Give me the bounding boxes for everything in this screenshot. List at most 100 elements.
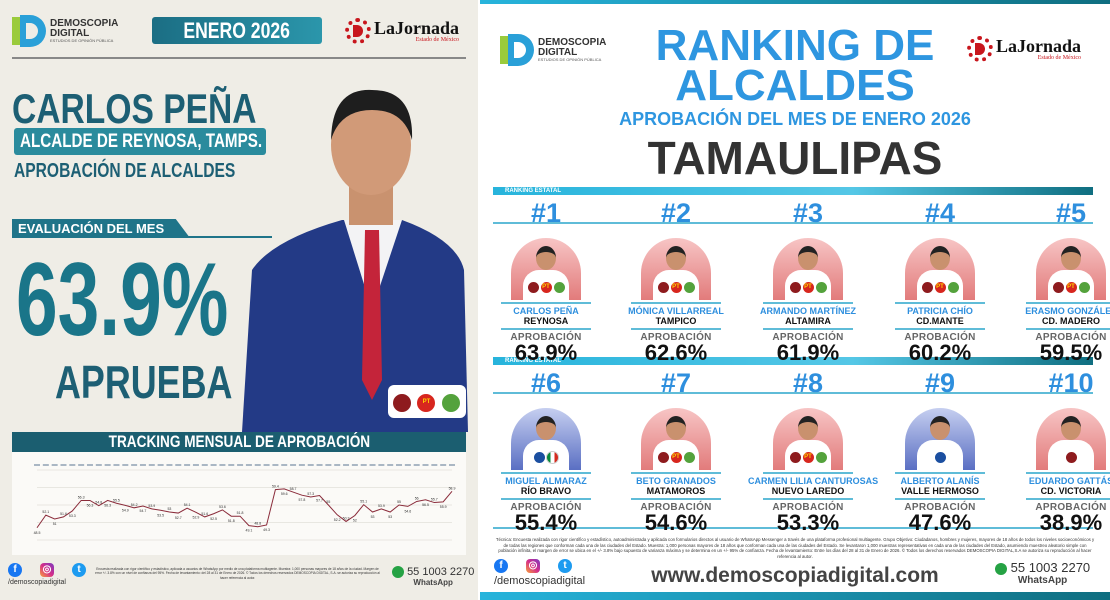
month-badge: ENERO 2026 (152, 17, 322, 44)
data-label: 55 (326, 500, 330, 504)
ranking-panel: DEMOSCOPIA DIGITAL ESTUDIOS DE OPINIÓN PÚB… (480, 0, 1110, 600)
data-label: 53 (388, 515, 392, 519)
mayor-city: REYNOSA (523, 316, 569, 326)
twitter-icon[interactable]: t (72, 563, 86, 577)
month-tick (245, 464, 252, 466)
social-handle[interactable]: /demoscopiadigital (8, 579, 66, 586)
month-tick (325, 464, 332, 466)
data-label: 52.1 (42, 510, 49, 514)
data-label: 51 (53, 522, 57, 526)
data-label: 53.9 (378, 504, 385, 508)
ranking-title: RANKING DE ALCALDES (480, 24, 1110, 108)
pt-logo-icon: PT (669, 451, 683, 465)
month-tick (148, 464, 155, 466)
mayor-city: CD. VICTORIA (1040, 486, 1102, 496)
data-label: 53 (371, 515, 375, 519)
morena-logo-icon (788, 451, 802, 465)
data-label: 52.5 (210, 517, 217, 521)
approval-value: 59.5% (1039, 340, 1103, 365)
month-tick (122, 464, 129, 466)
verdict: APRUEBA (55, 355, 282, 409)
approval-value: 60.2% (908, 340, 972, 365)
month-tick (263, 464, 270, 466)
mayor-name: MÓNICA VILLARREAL (628, 306, 724, 316)
data-label: 52.2 (334, 518, 341, 522)
mayor-name: EDUARDO GATTÁS (1028, 476, 1110, 486)
month-tick (157, 464, 164, 466)
mayor-photo: PT (641, 238, 711, 300)
mayor-photo (242, 89, 468, 432)
website-link[interactable]: www.demoscopiadigital.com (651, 564, 939, 587)
mayor-name: ALBERTO ALANÍS (900, 476, 980, 486)
approval-value: 62.6% (644, 340, 708, 365)
partner-name: LaJornada (996, 36, 1082, 56)
partner-subtitle: Estado de México (1037, 55, 1082, 61)
month-tick (166, 464, 173, 466)
ranking-bar: RANKING ESTATAL (493, 187, 1093, 195)
data-label: 56.3 (104, 503, 111, 507)
data-label: 56 (415, 497, 419, 501)
approval-label: APROBACIÓN (904, 332, 976, 343)
section-title-text: APROBACIÓN DE ALCALDES (14, 160, 236, 182)
approval-label: APROBACIÓN (1035, 332, 1107, 343)
approval-value: 55.4% (514, 510, 578, 535)
methodology-note: Técnica: Encuesta realizada con rigor ci… (495, 537, 1095, 559)
approval-value: 63.9% (514, 340, 578, 365)
month-tick (307, 464, 314, 466)
mayor-city: NUEVO LAREDO (771, 486, 845, 496)
phone-number: 55 1003 2270 (407, 566, 475, 578)
pan-logo-icon (933, 451, 947, 465)
social-handle[interactable]: /demoscopiadigital (494, 575, 586, 587)
month-badge-text: ENERO 2026 (183, 18, 291, 43)
pvem-logo-icon (552, 281, 566, 295)
mayor-name-text: CARLOS PEÑA (12, 85, 257, 132)
data-label: 53.5 (157, 513, 164, 517)
month-tick (210, 464, 217, 466)
month-tick (369, 464, 376, 466)
mayor-photo: PT (905, 238, 975, 300)
month-tick (104, 464, 111, 466)
facebook-icon[interactable]: f (494, 559, 508, 573)
mayor-photo: PT (773, 408, 843, 470)
whatsapp-icon (995, 562, 1007, 575)
data-label: 54.9 (122, 508, 129, 512)
pvem-logo-icon (682, 281, 696, 295)
divider (493, 392, 1093, 394)
mayor-card: #2 PT MÓNICA VILLARREAL TAMPICO APROBACI… (616, 200, 736, 365)
instagram-icon[interactable]: ◎ (40, 563, 54, 577)
month-tick (69, 464, 76, 466)
whatsapp-contact[interactable]: 55 1003 2270 WhatsApp (392, 566, 474, 587)
whatsapp-contact[interactable]: 55 1003 2270 WhatsApp (995, 560, 1090, 586)
ranking-bar: RANKING ESTATAL (493, 357, 1093, 365)
data-label: 53 (167, 507, 171, 511)
month-tick (78, 464, 85, 466)
data-label: 55.9 (440, 505, 447, 509)
twitter-icon[interactable]: t (558, 559, 572, 573)
brand-name-2: DIGITAL (50, 28, 90, 39)
mayor-city: RÍO BRAVO (520, 486, 572, 496)
data-label: 55 (397, 500, 401, 504)
tracking-title-text: TRACKING MENSUAL DE APROBACIÓN (108, 432, 370, 451)
mayor-card: #8 PT CARMEN LILIA CANTUROSAS NUEVO LARE… (748, 370, 878, 534)
mayor-city: VALLE HERMOSO (901, 486, 979, 496)
month-tick (95, 464, 102, 466)
approval-label: APROBACIÓN (772, 332, 844, 343)
month-tick (86, 464, 93, 466)
rank-number: #4 (924, 198, 956, 228)
brand-name: DEMOSCOPIA (538, 37, 607, 48)
mayor-name: MIGUEL ALMARAZ (505, 476, 587, 486)
approval-value: 63.9% (16, 248, 311, 352)
data-label: 55.7 (431, 498, 438, 502)
data-label: 54.6 (404, 509, 411, 513)
mayor-photo: PT (641, 408, 711, 470)
pan-logo-icon (533, 451, 546, 465)
facebook-icon[interactable]: f (8, 563, 22, 577)
month-tick (413, 464, 420, 466)
month-tick (237, 464, 244, 466)
rank-number: #1 (530, 198, 562, 228)
instagram-icon[interactable]: ◎ (526, 559, 540, 573)
month-tick (60, 464, 67, 466)
tracking-chart: 48.552.15151.653.356.356.354.856.355.554… (12, 452, 466, 555)
brand-tagline: ESTUDIOS DE OPINIÓN PÚBLICA (50, 38, 114, 43)
whatsapp-label: WhatsApp (413, 578, 453, 588)
